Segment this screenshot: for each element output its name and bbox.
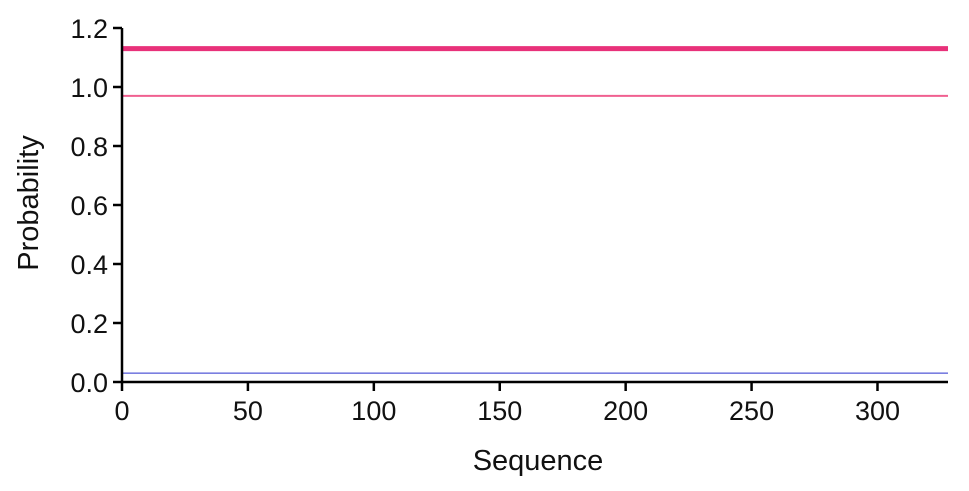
plot-lines [122,46,948,374]
x-tick-label: 50 [233,396,263,426]
y-axis-label: Probability [13,135,45,271]
y-tick-label: 1.0 [70,73,108,103]
x-axis-label: Sequence [473,445,604,477]
x-tick-label: 100 [351,396,396,426]
x-tick-label: 0 [114,396,129,426]
x-tick-label: 300 [855,396,900,426]
y-tick-label: 0.0 [70,368,108,398]
y-tick-label: 1.2 [70,14,108,44]
x-tick-label: 150 [477,396,522,426]
x-ticks: 0 50 100 150 200 250 300 [114,382,900,426]
y-tick-label: 0.8 [70,132,108,162]
y-ticks: 0.0 0.2 0.4 0.6 0.8 1.0 1.2 [70,14,122,398]
y-tick-label: 0.2 [70,309,108,339]
x-tick-label: 250 [729,396,774,426]
x-tick-label: 200 [603,396,648,426]
y-tick-label: 0.6 [70,191,108,221]
y-tick-label: 0.4 [70,250,108,280]
